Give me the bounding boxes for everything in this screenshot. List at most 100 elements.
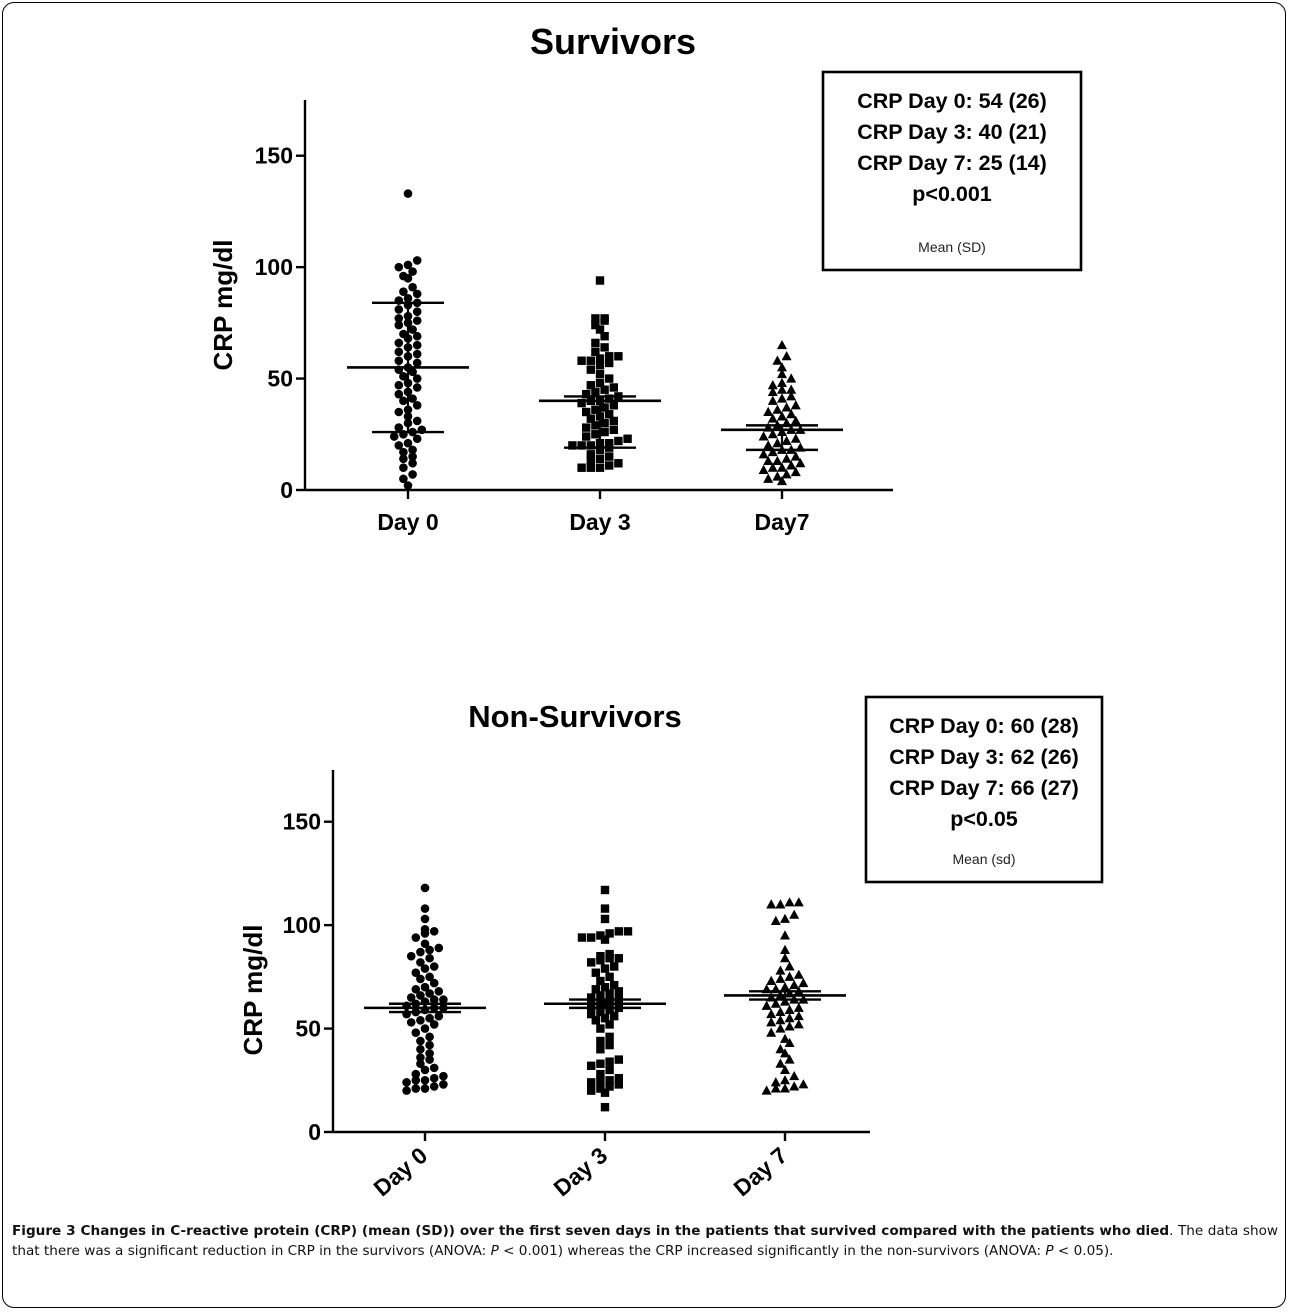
chart1-point-square	[596, 956, 605, 965]
chart1-point-circle	[425, 1040, 434, 1050]
chart1-point-triangle	[775, 1044, 786, 1054]
chart0-point-square	[600, 385, 609, 394]
chart0-point-square	[605, 461, 614, 470]
chart0-y-tick-label: 150	[255, 143, 293, 169]
chart1-point-circle	[425, 972, 434, 982]
chart0-point-triangle	[790, 415, 801, 425]
caption-text-1: . The data show that there was a signifi…	[12, 1223, 1279, 1259]
chart1-point-square	[605, 1020, 614, 1029]
chart0-point-triangle	[758, 449, 769, 459]
chart0-point-circle	[412, 307, 422, 317]
chart1-point-square	[605, 972, 614, 982]
chart1-point-triangle	[789, 1081, 800, 1091]
chart0-point-circle	[408, 445, 417, 455]
chart0-point-square	[609, 383, 618, 392]
chart0-point-square	[586, 456, 595, 466]
chart1-point-circle	[420, 982, 430, 992]
chart0-point-square	[595, 361, 605, 370]
chart1-point-square	[587, 1009, 596, 1019]
chart0-point-circle	[412, 383, 422, 392]
chart0-y-tick-label: 100	[255, 254, 293, 280]
chart0-point-circle	[399, 474, 408, 484]
chart1-point-square	[596, 1045, 605, 1054]
chart0-point-circle	[412, 349, 422, 359]
chart0-point-circle	[403, 260, 413, 270]
chart0-point-square	[600, 332, 609, 341]
chart0-point-square	[582, 423, 591, 432]
chart0-point-square	[591, 405, 600, 414]
chart1-point-circle	[425, 945, 434, 955]
chart1-point-circle	[416, 1059, 425, 1069]
chart1-y-tick-label: 50	[295, 1016, 321, 1042]
chart1-point-circle	[406, 951, 416, 961]
chart0-point-triangle	[772, 455, 783, 466]
chart1-point-circle	[406, 1018, 416, 1027]
chart0-point-circle	[403, 273, 413, 283]
chart0-point-triangle	[781, 453, 792, 463]
chart0-point-triangle	[772, 471, 783, 481]
chart0-point-square	[605, 374, 614, 383]
chart1-point-square	[610, 980, 619, 990]
chart1-x-tick-label: Day 0	[368, 1142, 432, 1201]
chart0-point-square	[609, 425, 618, 435]
chart1-point-triangle	[793, 897, 804, 907]
chart0-point-triangle	[777, 384, 787, 394]
chart0-point-triangle	[781, 469, 792, 479]
chart0-point-square	[600, 403, 609, 412]
chart1-point-triangle	[761, 1085, 772, 1095]
chart1-point-triangle	[770, 915, 781, 926]
chart1-point-circle	[416, 974, 425, 984]
chart1-point-circle	[434, 987, 444, 996]
chart1-point-circle	[420, 939, 430, 949]
chart1-point-square	[605, 1005, 614, 1015]
chart1-point-square	[610, 962, 619, 971]
chart0-point-triangle	[758, 464, 769, 474]
chart1-point-triangle	[780, 982, 790, 992]
chart-panel-0: Survivors 0 50 100 150 CRP mg/dl Day 0 Day 3 Day…	[208, 21, 1083, 535]
chart0-point-square	[605, 410, 614, 419]
chart0-point-square	[577, 398, 586, 408]
chart1-stats-line: CRP Day 0: 60 (28)	[889, 714, 1079, 738]
chart1-point-square	[614, 927, 623, 936]
chart0-point-square	[577, 441, 586, 450]
chart0-point-circle	[408, 470, 417, 479]
chart0-point-square	[595, 369, 605, 379]
chart1-point-triangle	[770, 1083, 781, 1093]
chart1-point-circle	[429, 1063, 439, 1073]
chart1-point-square	[600, 904, 610, 913]
chart1-point-square	[596, 931, 605, 940]
chart1-point-triangle	[784, 1054, 795, 1064]
chart1-point-circle	[429, 962, 439, 971]
chart0-point-circle	[399, 463, 408, 473]
caption-p-symbol-1: P	[490, 1243, 499, 1259]
chart0-y-axis-label: CRP mg/dl	[208, 240, 238, 371]
chart1-point-circle	[411, 1069, 421, 1079]
chart1-point-square	[600, 983, 610, 992]
chart0-point-square	[591, 347, 600, 357]
chart1-point-square	[605, 989, 614, 998]
chart1-point-circle	[402, 1078, 411, 1087]
chart1-point-triangle	[775, 1023, 786, 1033]
chart0-point-square	[595, 454, 605, 463]
chart0-point-square	[605, 439, 614, 448]
chart0-point-square	[600, 418, 609, 428]
chart1-point-square	[605, 954, 614, 963]
chart1-point-circle	[420, 1075, 430, 1085]
chart0-stats-line: CRP Day 7: 25 (14)	[857, 151, 1047, 175]
chart1-point-circle	[416, 1015, 425, 1025]
chart0-point-square	[568, 441, 577, 450]
chart0-point-circle	[412, 316, 422, 325]
chart1-point-circle	[416, 958, 425, 967]
chart0-point-circle	[394, 347, 404, 357]
chart1-point-square	[605, 1057, 614, 1066]
chart1-stats-note: Mean (sd)	[952, 851, 1015, 867]
chart0-point-triangle	[781, 402, 792, 412]
chart1-point-square	[614, 1080, 623, 1089]
chart0-point-square	[586, 414, 595, 423]
chart0-point-circle	[412, 331, 422, 341]
chart1-point-triangle	[780, 930, 790, 940]
chart0-point-circle	[399, 372, 408, 381]
chart1-point-square	[605, 1040, 614, 1050]
chart1-point-triangle	[780, 1064, 790, 1074]
